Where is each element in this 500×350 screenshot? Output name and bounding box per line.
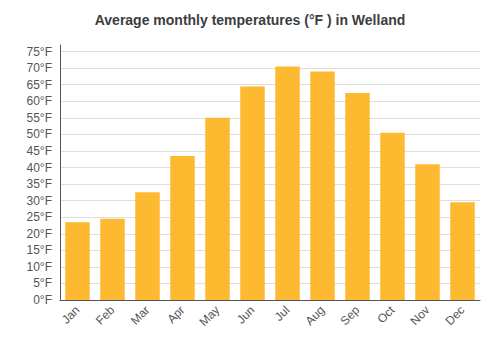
svg-text:70°F: 70°F — [27, 61, 52, 75]
svg-text:75°F: 75°F — [27, 45, 52, 59]
svg-text:0°F: 0°F — [33, 293, 52, 307]
svg-text:15°F: 15°F — [27, 243, 52, 257]
svg-text:50°F: 50°F — [27, 127, 52, 141]
svg-text:Oct: Oct — [374, 303, 398, 327]
svg-text:Mar: Mar — [128, 303, 153, 327]
svg-text:45°F: 45°F — [27, 144, 52, 158]
svg-text:55°F: 55°F — [27, 111, 52, 125]
svg-text:35°F: 35°F — [27, 177, 52, 191]
svg-text:30°F: 30°F — [27, 194, 52, 208]
svg-text:Jul: Jul — [272, 303, 293, 324]
svg-text:Aug: Aug — [302, 303, 327, 328]
svg-text:65°F: 65°F — [27, 78, 52, 92]
svg-text:Jun: Jun — [234, 303, 258, 327]
svg-text:Apr: Apr — [164, 303, 187, 326]
svg-text:40°F: 40°F — [27, 161, 52, 175]
svg-text:Jan: Jan — [59, 303, 83, 327]
svg-text:Feb: Feb — [93, 303, 118, 328]
svg-text:May: May — [197, 303, 223, 329]
svg-text:20°F: 20°F — [27, 227, 52, 241]
svg-text:60°F: 60°F — [27, 94, 52, 108]
svg-text:Sep: Sep — [337, 303, 362, 328]
svg-text:25°F: 25°F — [27, 210, 52, 224]
svg-text:Average monthly temperatures (: Average monthly temperatures (°F ) in We… — [95, 12, 406, 28]
svg-text:10°F: 10°F — [27, 260, 52, 274]
svg-text:5°F: 5°F — [33, 276, 52, 290]
svg-text:Nov: Nov — [407, 303, 432, 328]
svg-text:Dec: Dec — [442, 303, 467, 328]
